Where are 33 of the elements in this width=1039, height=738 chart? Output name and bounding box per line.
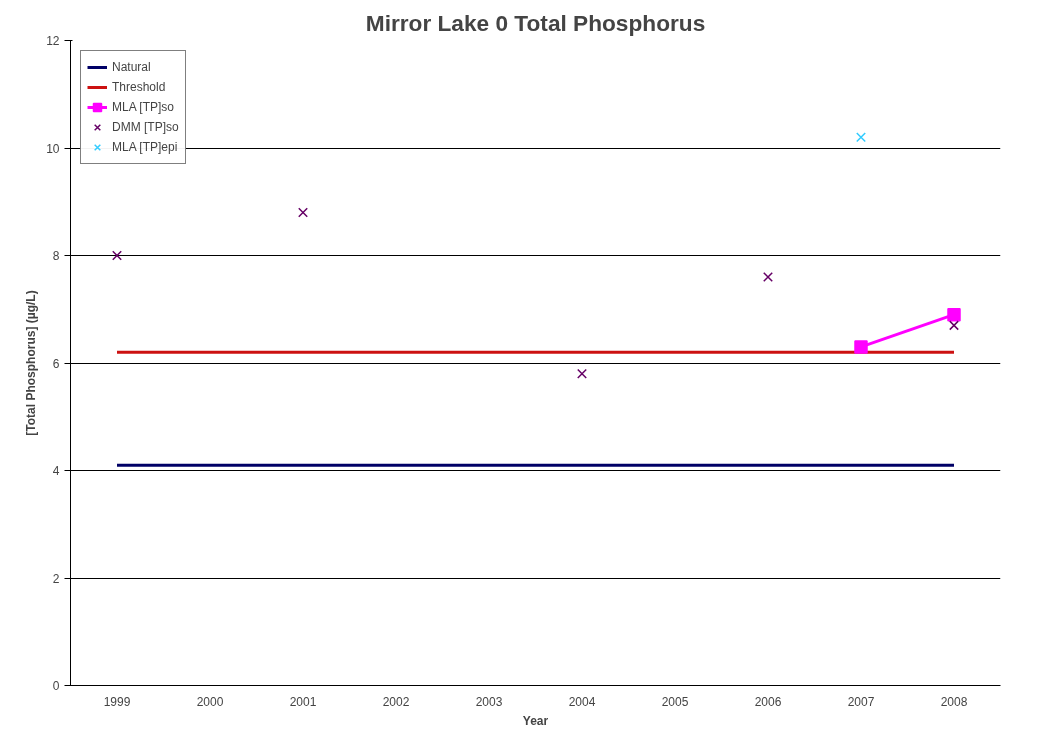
y-tick-label: 10 — [46, 141, 60, 156]
y-tick-label: 4 — [52, 464, 60, 478]
point — [947, 307, 961, 322]
x-tick-label: 2002 — [382, 694, 410, 709]
y-tick-label: 12 — [46, 34, 60, 48]
chart-title: Mirror Lake 0 Total Phosphorus — [365, 9, 706, 36]
x-tick-label: 2001 — [289, 694, 317, 709]
x-tick-label: 2007 — [847, 694, 875, 709]
x-tick-label: 2003 — [475, 694, 503, 709]
legend-label: Natural — [112, 60, 151, 74]
legend-label: MLA [TP]so — [112, 100, 175, 114]
y-tick-label: 8 — [52, 249, 60, 263]
point — [949, 320, 959, 331]
point — [112, 250, 122, 261]
point — [298, 207, 308, 218]
point — [577, 368, 587, 379]
point — [856, 132, 866, 143]
x-tick-label: 2004 — [568, 694, 596, 709]
x-tick-label: 2008 — [940, 694, 968, 709]
legend-label: MLA [TP]epi — [112, 140, 178, 154]
y-tick-label: 0 — [52, 679, 60, 693]
point — [763, 272, 773, 282]
y-axis-title: [Total Phosphorus] (µg/L) — [24, 290, 39, 436]
x-tick-label: 1999 — [103, 694, 131, 709]
y-tick-label: 6 — [52, 356, 60, 371]
legend-label: Threshold — [112, 80, 166, 94]
x-tick-label: 2000 — [196, 694, 224, 709]
y-tick-label: 2 — [52, 571, 60, 586]
x-axis-title: Year — [522, 713, 549, 728]
legend-label: DMM [TP]so — [112, 120, 179, 134]
x-tick-label: 2006 — [754, 694, 782, 709]
point — [854, 340, 868, 354]
x-tick-label: 2005 — [661, 694, 689, 709]
